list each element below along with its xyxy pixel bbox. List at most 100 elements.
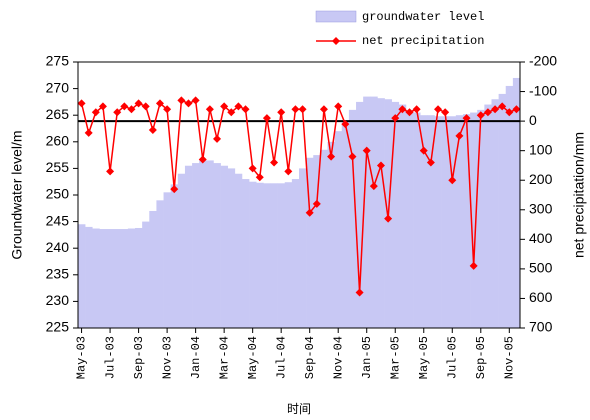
bar [263,183,271,328]
bar [106,229,114,328]
bar [113,229,122,328]
y-tick-label: 250 [46,186,70,202]
y2-tick-label: 700 [529,319,553,335]
bar [341,120,350,329]
bar [234,173,243,328]
bar [405,109,414,328]
line-marker [448,176,457,185]
bar [398,104,407,328]
bar [477,109,485,328]
y2-tick-label: -100 [529,82,557,98]
bar [256,182,264,328]
line-marker [134,99,143,108]
legend-swatch [315,10,357,23]
bar [170,184,179,328]
line-marker [469,261,478,270]
bar [434,116,442,328]
line-marker [77,99,86,108]
bar [120,229,129,328]
line-marker [155,99,164,108]
bar [427,115,435,328]
bar [512,77,521,329]
y2-axis-title: net precipitation/mm [571,132,587,258]
x-tick-label: May-04 [246,336,260,379]
y-tick-label: 240 [46,239,70,255]
y-tick-label: 225 [46,319,70,335]
bar [92,228,100,328]
x-tick-label: Jul-03 [103,336,117,379]
y-tick-label: 275 [46,53,70,69]
y-tick-label: 270 [46,79,70,95]
y2-tick-label: 400 [529,230,553,246]
y2-tick-label: 500 [529,260,553,276]
line-marker [227,108,236,117]
line-marker [412,105,421,114]
line-marker [234,102,243,111]
bar [377,98,385,329]
bar [462,114,471,328]
line-marker [462,114,471,123]
bar [127,228,136,328]
y2-tick-label: 600 [529,289,553,305]
bar [270,183,278,328]
line-marker [334,102,343,111]
line-marker [191,96,200,105]
line-marker [491,105,500,114]
line-marker [312,199,321,208]
line-marker [84,128,93,137]
bar [327,141,335,328]
line-marker [298,105,307,114]
bar [241,179,250,328]
x-tick-label: Mar-04 [217,336,231,379]
line-marker [398,105,407,114]
bar [484,104,492,328]
bar [249,181,257,328]
bar [320,149,328,328]
bar [370,96,378,328]
bar [363,96,371,328]
line-marker [512,105,521,114]
line-marker [205,105,214,114]
legend-label: net precipitation [362,34,484,48]
x-tick-label: Jan-05 [360,336,374,379]
line-marker [241,105,250,114]
x-tick-label: Jul-05 [445,336,459,379]
line-marker [262,114,271,123]
line-marker [277,108,286,117]
line-marker [113,108,122,117]
line-marker [476,111,485,120]
line-marker [355,288,364,297]
line-marker [106,167,115,176]
line-marker [270,158,279,167]
y2-tick-label: -200 [529,53,557,69]
line-marker [120,102,129,111]
y-tick-label: 245 [46,212,70,228]
x-tick-label: Jan-04 [189,336,203,379]
bar [220,165,229,328]
bar [85,226,93,328]
bar [356,101,364,329]
line-marker [341,120,350,129]
y-tick-label: 265 [46,106,70,122]
y2-tick-label: 100 [529,141,553,157]
bar [491,99,499,329]
line-marker [419,146,428,155]
bar [78,224,86,328]
line-marker [305,208,314,217]
bar [277,183,286,328]
bar [505,85,514,328]
y2-tick-label: 0 [529,112,537,128]
line-marker [426,158,435,167]
line-marker [483,108,492,117]
line-marker [248,164,257,173]
line-marker [319,105,328,114]
line-marker [213,134,222,143]
line-marker [455,131,464,140]
line-marker [184,99,193,108]
bar [142,221,150,328]
x-axis-title: 时间 [287,402,311,417]
line-marker [498,102,507,111]
bar [448,116,457,328]
bar [199,160,207,328]
bar [334,131,343,328]
